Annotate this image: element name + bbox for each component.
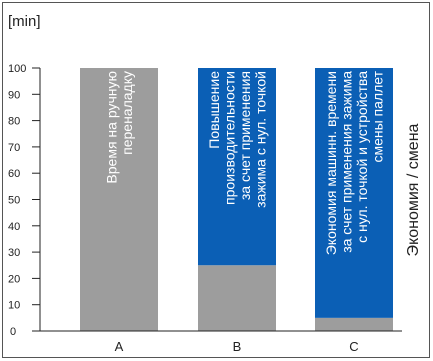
x-tick-label: A [115,339,124,354]
bar-c-segment-1 [315,317,393,331]
bar-labels-group: Время на ручнуюпереналадку Повышениепроиз… [103,70,385,255]
y-tick-label: 70 [8,142,20,154]
x-axis: A B C [32,330,402,354]
unit-label: [min] [8,13,41,30]
bar-b-segment-1 [198,265,276,331]
y-tick-label: 90 [8,89,20,101]
y-tick-label: 0 [10,326,16,338]
bar-label-b: Повышениепроизводительностиза счет приме… [206,71,269,208]
bar-label-c: Экономия машинн. времениза счет применен… [323,70,386,255]
x-tick-label: B [233,339,242,354]
y-tick-label: 100 [8,63,26,75]
bar-label-a: Время на ручнуюпереналадку [103,71,135,184]
y-tick-label: 60 [8,168,20,180]
bar-a-segment-1 [80,68,158,331]
x-tick-label: C [349,339,358,354]
bar-c-segment-2 [315,68,393,318]
y-tick-label: 30 [8,247,20,259]
y-tick-label: 40 [8,221,20,233]
y-tick-label: 20 [8,273,20,285]
y-tick-label: 50 [8,195,20,207]
y-axis: 0 10 20 30 40 50 60 70 80 90 100 [8,63,41,338]
side-label: Экономия / смена [405,123,422,256]
y-tick-label: 10 [8,300,20,312]
y-tick-label: 80 [8,116,20,128]
bars-group [80,68,393,331]
bar-b-segment-2 [198,68,276,266]
